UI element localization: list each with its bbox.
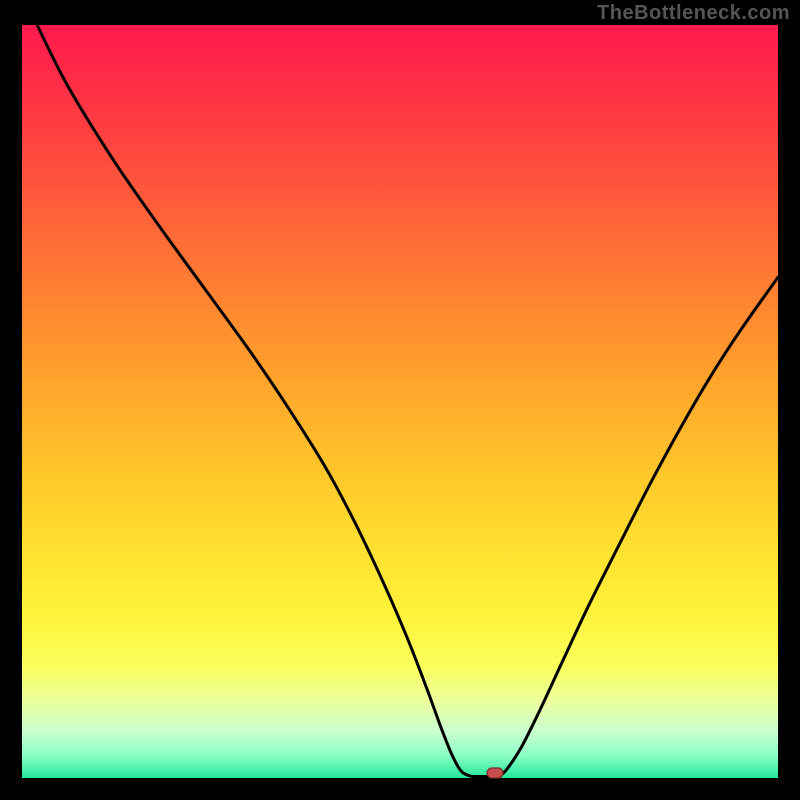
watermark-text: TheBottleneck.com: [597, 2, 790, 25]
minimum-marker: [485, 767, 504, 780]
bottleneck-curve: [37, 25, 778, 776]
curve-layer: [22, 25, 778, 778]
chart-container: TheBottleneck.com: [0, 0, 800, 800]
minimum-marker-shape: [487, 768, 503, 778]
